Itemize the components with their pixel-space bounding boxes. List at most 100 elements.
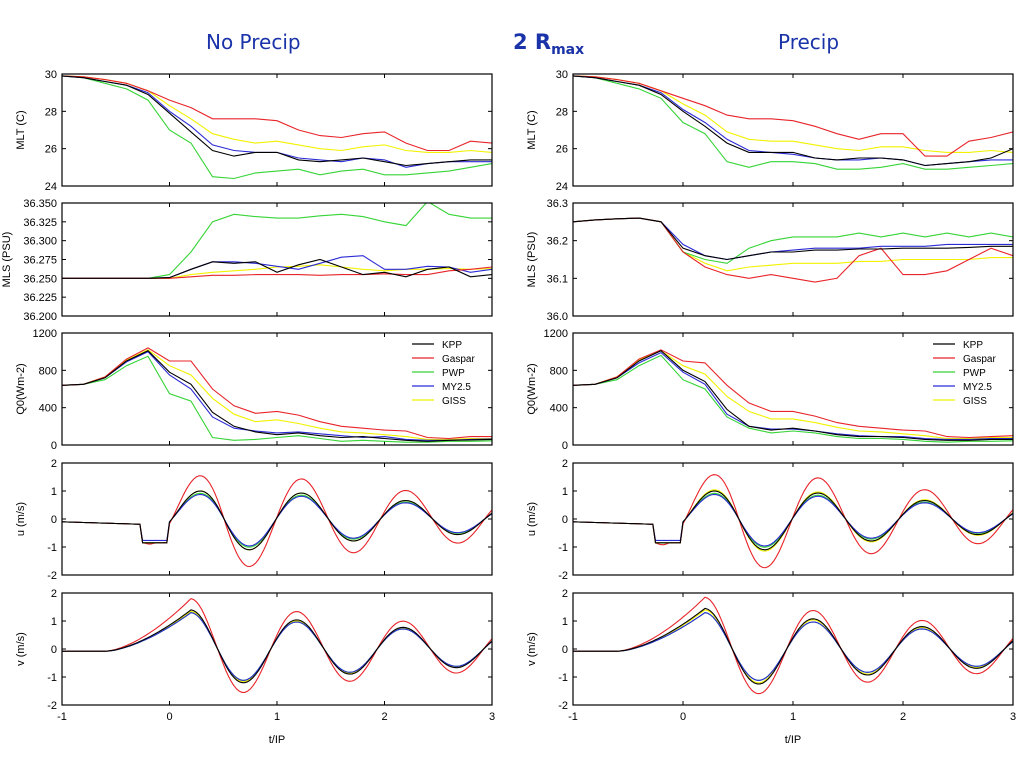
series-line-pwp: [573, 75, 1013, 170]
series-line-pwp: [573, 354, 1013, 443]
series-line-kpp: [62, 609, 492, 684]
y-tick-label: 36.325: [23, 217, 57, 229]
legend: KPP Gaspar PWP MY2.5 GISS: [933, 340, 996, 407]
y-tick-label: 2: [562, 588, 568, 600]
x-tick-label: 1: [790, 711, 796, 723]
left-column-title: No Precip: [206, 30, 301, 54]
legend-label: PWP: [442, 368, 465, 379]
series-line-giss: [62, 490, 492, 551]
series-line-my25: [62, 351, 492, 441]
y-axis-label: Q0(Wm-2): [15, 363, 27, 414]
legend-label: MY2.5: [442, 382, 471, 393]
y-tick-label: 36.225: [23, 292, 57, 304]
series-line-pwp: [62, 75, 492, 180]
y-tick-label: -1: [47, 542, 57, 554]
subplot-frame: [572, 592, 1014, 706]
series-line-gaspar: [573, 596, 1013, 695]
series-line-pwp: [573, 217, 1013, 264]
subplot-u: -2 -1 0 1 2 u (m/s): [15, 458, 493, 582]
y-tick-label: 36.3: [547, 198, 568, 210]
y-tick-label: 36.275: [23, 255, 57, 267]
y-tick-label: 28: [556, 106, 568, 118]
y-axis-label: u (m/s): [526, 502, 538, 536]
series-line-gaspar: [62, 475, 492, 568]
legend-label: KPP: [442, 340, 462, 351]
y-tick-label: -2: [558, 700, 568, 712]
series-line-gaspar: [573, 75, 1013, 157]
y-axis-label: Q0(Wm-2): [526, 363, 538, 414]
series-line-pwp: [62, 492, 492, 548]
y-tick-label: 2: [562, 458, 568, 470]
y-axis-label: MLT (C): [526, 110, 538, 149]
series-line-kpp: [573, 75, 1013, 167]
y-tick-label: 2: [51, 588, 57, 600]
x-tick-label: 0: [680, 711, 686, 723]
subplot-mls: 36.200 36.225 36.250 36.275 36.300 36.325 36.3…: [1, 198, 493, 323]
y-tick-label: 0: [562, 440, 568, 452]
y-tick-label: -2: [47, 570, 57, 582]
subplot-mls: 36.0 36.1 36.2 36.3 MLS (PSU): [526, 198, 1014, 323]
subplot-q0: 0 400 800 1200 Q0(Wm-2) KPP Gaspar PWP MY2.5 GISS: [15, 328, 493, 452]
y-axis-label: u (m/s): [15, 502, 27, 536]
subplot-frame: [61, 73, 493, 187]
legend-label: Gaspar: [442, 354, 475, 365]
legend-label: GISS: [442, 396, 466, 407]
subplot-mlt: 24 26 28 30 MLT (C): [526, 69, 1014, 193]
x-tick-label: 3: [1010, 711, 1016, 723]
y-tick-label: 26: [45, 144, 57, 156]
subplot-frame: [61, 202, 493, 317]
y-tick-label: 36.2: [547, 236, 568, 248]
y-tick-label: 1: [562, 616, 568, 628]
series-line-gaspar: [62, 597, 492, 693]
legend-label: KPP: [963, 340, 983, 351]
y-tick-label: 30: [45, 69, 57, 81]
y-tick-label: 36.200: [23, 311, 57, 323]
legend-label: GISS: [963, 396, 987, 407]
y-tick-label: 1: [51, 486, 57, 498]
y-axis-label: MLS (PSU): [526, 232, 538, 288]
y-axis-label: v (m/s): [526, 632, 538, 666]
y-tick-label: 0: [51, 644, 57, 656]
y-tick-label: 800: [550, 365, 568, 377]
series-line-giss: [573, 75, 1013, 153]
subplot-frame: [61, 332, 493, 446]
subplot-frame: [572, 73, 1014, 187]
series-line-gaspar: [62, 347, 492, 440]
y-tick-label: 36.350: [23, 198, 57, 210]
subplot-u: -2 -1 0 1 2 u (m/s): [526, 458, 1014, 582]
series-line-kpp: [62, 75, 492, 167]
series-line-gaspar: [573, 474, 1013, 569]
y-tick-label: -1: [558, 672, 568, 684]
right-column-title: Precip: [778, 30, 840, 54]
series-line-giss: [62, 349, 492, 440]
y-tick-label: 36.0: [547, 311, 568, 323]
series-line-pwp: [573, 492, 1013, 548]
series-line-kpp: [62, 490, 492, 551]
series-line-my25: [62, 75, 492, 168]
series-line-kpp: [573, 607, 1013, 685]
legend-label: Gaspar: [963, 354, 996, 365]
y-tick-label: 1: [562, 486, 568, 498]
subplot-frame: [61, 592, 493, 706]
y-tick-label: 0: [562, 514, 568, 526]
x-tick-label: -1: [568, 711, 578, 723]
y-tick-label: 2: [51, 458, 57, 470]
x-tick-label: 0: [166, 711, 172, 723]
x-axis-label: t/IP: [785, 734, 802, 746]
y-tick-label: 36.1: [547, 273, 568, 285]
series-line-giss: [62, 75, 492, 153]
y-tick-label: 0: [562, 644, 568, 656]
y-tick-label: -1: [47, 672, 57, 684]
x-tick-label: 3: [489, 711, 495, 723]
y-tick-label: 1: [51, 616, 57, 628]
series-line-kpp: [62, 258, 492, 279]
center-title: 2 Rmax: [513, 30, 584, 58]
y-tick-label: 0: [51, 440, 57, 452]
y-tick-label: 24: [556, 181, 568, 193]
subplot-frame: [572, 332, 1014, 446]
center-title-main: 2 R: [513, 30, 552, 54]
